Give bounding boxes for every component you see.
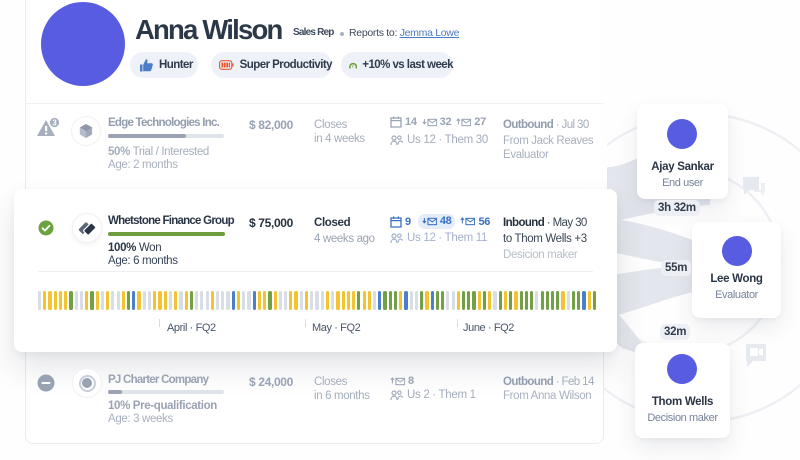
svg-text:3: 3 xyxy=(52,118,57,127)
